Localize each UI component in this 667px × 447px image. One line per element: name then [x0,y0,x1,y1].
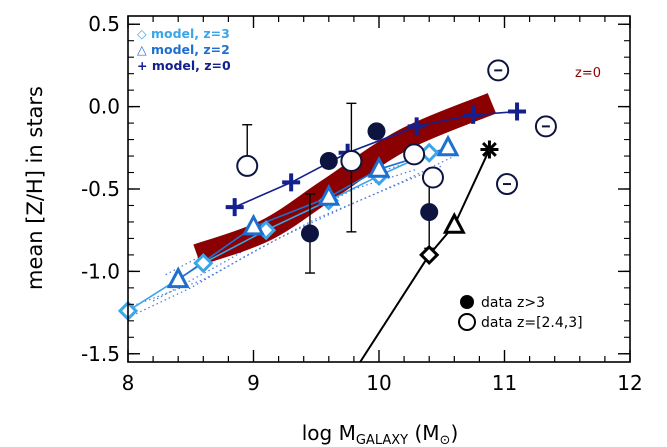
y-tick-label: -0.5 [81,177,120,201]
open-circle-data-point [236,154,259,177]
filled-circle-data-point [367,122,386,141]
black-line-point-3 [480,140,499,159]
z0-relation-label: z=0 [575,66,601,81]
legend-data-entry: data z=[2.4,3] [481,315,583,331]
black-line [359,149,491,363]
black-line-point-1 [419,244,440,266]
triangle-marker [436,134,460,157]
diamond-marker [193,253,214,274]
x-axis-label-prefix: log M [302,421,356,445]
triangle-marker [367,156,391,178]
legend-model-entry: ◇ model, z=3 [137,26,230,41]
x-tick-label: 12 [617,371,642,395]
x-tick-label: 11 [492,371,517,395]
triangle-marker [317,184,341,206]
legend-filled-circle [460,295,474,309]
plot-area: 8 9 10 11 12 0.5 0.0 -0.5 -1.0 -1.5 [81,12,643,395]
legend-open-circle [458,313,476,331]
plus-marker [464,105,483,124]
line-model-z-2 [177,147,449,281]
y-axis-label: mean [Z/H] in stars [23,86,47,290]
data-legend: data z>3 data z=[2.4,3] [458,295,583,331]
legend-model-entry: △ model, z=2 [137,42,230,57]
x-axis-label-close: ) [450,421,458,445]
open-circle-data-point [421,166,444,189]
model-legend: ◇ model, z=3△ model, z=2+ model, z=0 [137,26,231,73]
filled-circle-data-point [420,203,439,222]
legend-model-entry: + model, z=0 [137,58,231,73]
x-tick-label: 9 [247,371,260,395]
x-tick-label: 10 [366,371,391,395]
x-axis-label: log MGALAXY (M⊙) [302,421,459,447]
open-circle-data-point [403,143,426,166]
x-axis-label-suffix: (M [408,421,439,445]
y-tick-label: -1.5 [81,342,120,366]
x-axis-label-subscript: GALAXY [356,433,408,447]
plus-marker [508,102,527,121]
x-axis-label-sun-symbol: ⊙ [440,433,451,447]
plus-marker [407,117,426,136]
dotted-track-0 [127,165,442,319]
dotted-track-3 [152,168,417,302]
triangle-marker [166,266,190,289]
open-circle-data-point [340,149,363,172]
black-line-point-2 [442,212,466,234]
triangle-marker [242,213,265,236]
filled-circle-data-point [300,224,319,243]
y-tick-label: -1.0 [81,259,120,283]
plus-marker [282,173,301,192]
plus-marker [225,198,244,217]
filled-circle-data-point [319,151,338,170]
y-tick-label: 0.5 [88,12,120,36]
y-tick-label: 0.0 [88,95,120,119]
x-tick-label: 8 [122,371,135,395]
legend-data-entry: data z>3 [481,295,545,311]
